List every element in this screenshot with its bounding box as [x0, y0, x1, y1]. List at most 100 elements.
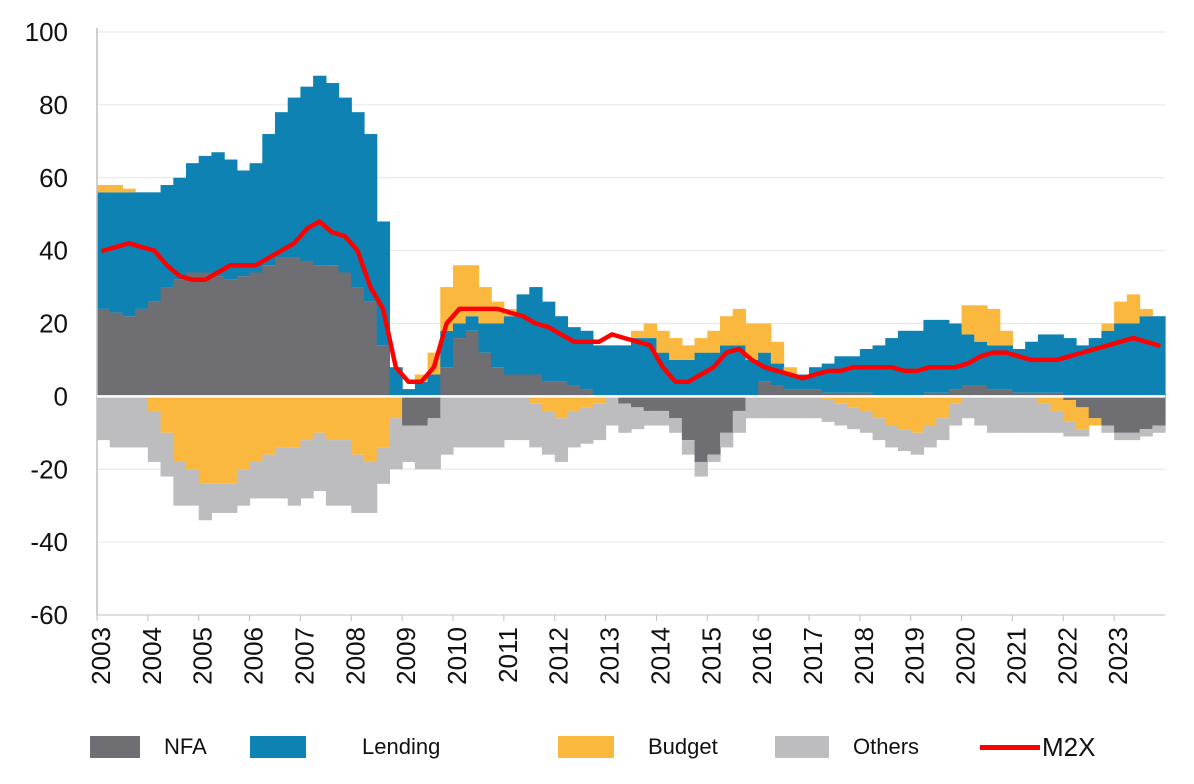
- bar-nfa: [364, 301, 378, 397]
- bar-nfa: [186, 272, 200, 397]
- bar-budget: [351, 396, 365, 455]
- bar-others: [351, 454, 365, 513]
- x-tick-label: 2014: [645, 627, 675, 685]
- bar-nfa: [758, 381, 772, 397]
- bar-budget: [147, 396, 162, 411]
- x-tick-label: 2005: [188, 627, 218, 685]
- bar-lending: [1063, 338, 1077, 397]
- bar-lending: [249, 163, 263, 273]
- bar-lending: [592, 345, 607, 397]
- y-tick-label: 100: [25, 17, 68, 47]
- bar-budget: [859, 396, 874, 411]
- bar-others: [732, 410, 747, 433]
- legend-label-nfa: NFA: [164, 734, 207, 759]
- bar-nfa: [1050, 392, 1064, 397]
- bar-lending: [1012, 349, 1026, 393]
- bar-budget: [974, 305, 988, 342]
- bar-others: [414, 425, 429, 470]
- bar-lending: [618, 345, 632, 397]
- bar-lending: [859, 349, 874, 393]
- bar-nfa: [135, 308, 149, 397]
- bar-nfa: [948, 389, 963, 397]
- bar-lending: [275, 112, 289, 258]
- bar-others: [669, 418, 683, 433]
- bar-budget: [313, 396, 327, 433]
- bar-lending: [567, 327, 581, 386]
- y-tick-label: 0: [54, 381, 68, 411]
- bar-others: [694, 461, 708, 477]
- bar-budget: [249, 396, 263, 462]
- bar-nfa: [783, 389, 797, 397]
- bar-budget: [847, 396, 861, 408]
- bar-lending: [414, 381, 429, 397]
- bar-budget: [1126, 294, 1141, 324]
- bar-nfa: [122, 316, 136, 397]
- y-tick-label: -60: [30, 600, 68, 630]
- bar-others: [313, 432, 327, 492]
- bar-lending: [147, 192, 162, 302]
- bar-budget: [948, 396, 963, 404]
- bar-nfa: [542, 381, 556, 397]
- y-tick-label: 20: [39, 309, 68, 339]
- bar-nfa: [287, 257, 302, 397]
- legend-item-lending: Lending: [250, 722, 440, 772]
- legend-item-others: Others: [775, 722, 919, 772]
- bar-lending: [465, 316, 480, 331]
- bar-nfa: [681, 396, 696, 441]
- bar-nfa: [249, 272, 263, 397]
- bar-lending: [503, 316, 518, 375]
- bar-others: [465, 396, 480, 448]
- bar-others: [567, 410, 581, 448]
- bar-budget: [122, 188, 136, 193]
- bar-others: [770, 396, 785, 419]
- bar-others: [198, 483, 213, 521]
- bar-lending: [1139, 316, 1153, 397]
- bar-others: [402, 425, 416, 462]
- bar-lending: [821, 363, 836, 393]
- bar-nfa: [618, 396, 632, 404]
- bar-lending: [1126, 323, 1141, 397]
- bar-others: [542, 410, 556, 455]
- x-tick-label: 2006: [239, 627, 269, 685]
- bar-others: [1126, 432, 1141, 441]
- bar-budget: [885, 396, 899, 426]
- bar-nfa: [427, 396, 441, 419]
- bar-nfa: [580, 389, 594, 397]
- bar-others: [109, 396, 124, 448]
- bar-others: [529, 403, 543, 448]
- bar-lending: [453, 323, 467, 339]
- legend-item-nfa: NFA: [90, 722, 207, 772]
- bar-lending: [580, 330, 594, 390]
- y-tick-label: -20: [30, 454, 68, 484]
- bar-budget: [338, 396, 352, 441]
- bar-others: [847, 407, 861, 430]
- bar-lending: [898, 330, 912, 397]
- y-tick-label: 60: [39, 163, 68, 193]
- bar-lending: [262, 134, 276, 266]
- x-tick-label: 2016: [747, 627, 777, 685]
- bar-budget: [211, 396, 225, 484]
- bar-others: [580, 407, 594, 444]
- bar-nfa: [643, 396, 658, 411]
- bar-others: [186, 469, 200, 506]
- bar-nfa: [224, 279, 238, 397]
- bar-lending: [376, 221, 391, 346]
- legend-swatch-others: [775, 736, 829, 758]
- x-tick-label: 2012: [544, 627, 574, 685]
- bar-nfa: [1088, 396, 1103, 419]
- bar-others: [681, 440, 696, 455]
- bar-others: [262, 454, 276, 499]
- bar-others: [325, 440, 340, 506]
- bar-others: [821, 400, 836, 422]
- bar-nfa: [236, 276, 251, 397]
- x-tick-label: 2021: [1001, 627, 1031, 685]
- bar-nfa: [338, 272, 352, 397]
- bar-budget: [656, 330, 670, 353]
- y-tick-label: 80: [39, 90, 68, 120]
- bar-nfa: [554, 381, 569, 397]
- bar-lending: [974, 341, 988, 386]
- bar-lending: [300, 86, 314, 262]
- bar-lending: [1037, 334, 1052, 393]
- bar-nfa: [732, 396, 747, 411]
